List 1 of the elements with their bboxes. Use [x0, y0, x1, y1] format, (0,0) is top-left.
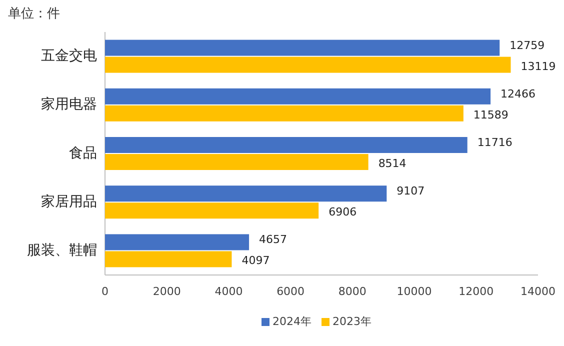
annotation: 单位：件 [8, 6, 60, 22]
